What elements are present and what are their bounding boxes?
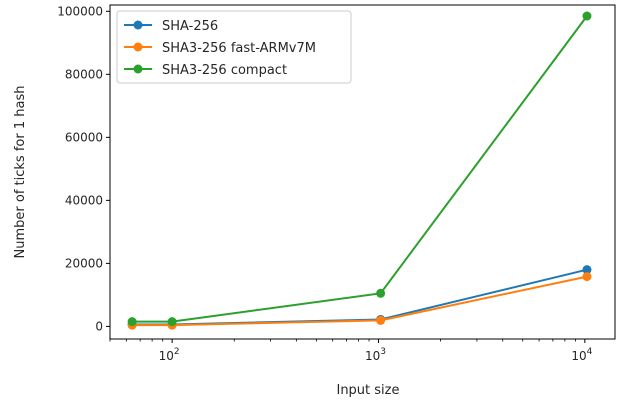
data-point <box>376 315 386 325</box>
series-line <box>132 15 588 323</box>
legend-marker <box>133 64 143 74</box>
legend-label: SHA-256 <box>162 19 218 34</box>
series-3 <box>127 11 592 327</box>
legend-marker <box>133 42 143 52</box>
x-tick-label: 104 <box>571 347 592 363</box>
y-tick-label: 20000 <box>65 256 103 270</box>
y-tick-label: 60000 <box>65 130 103 144</box>
data-point <box>582 265 592 275</box>
plot-marks <box>127 11 592 330</box>
y-tick-label: 100000 <box>57 4 103 18</box>
data-point <box>127 317 137 327</box>
x-axis-label: Input size <box>336 383 399 398</box>
x-tick-label: 103 <box>365 347 386 363</box>
x-tick-label: 102 <box>159 347 180 363</box>
y-tick-label: 40000 <box>65 193 103 207</box>
legend-marker <box>133 20 143 30</box>
legend-box <box>116 10 352 84</box>
data-point <box>582 11 592 21</box>
y-axis-label: Number of ticks for 1 hash <box>13 86 28 259</box>
legend-label: SHA3-256 fast-ARMv7M <box>162 41 316 56</box>
legend-entry: SHA3-256 compact <box>124 63 287 78</box>
data-point <box>376 288 386 298</box>
data-point <box>167 317 177 327</box>
data-point <box>582 272 592 282</box>
legend-entry: SHA3-256 fast-ARMv7M <box>124 41 316 56</box>
axes-frame <box>109 4 616 340</box>
y-tick-label: 0 <box>95 319 103 333</box>
legend: SHA-256 SHA3-256 fast-ARMv7M SHA3-256 comp… <box>116 10 352 84</box>
y-tick-label: 80000 <box>65 67 103 81</box>
legend-entry: SHA-256 <box>124 19 218 34</box>
series-line <box>132 275 588 327</box>
legend-label: SHA3-256 compact <box>162 63 287 78</box>
